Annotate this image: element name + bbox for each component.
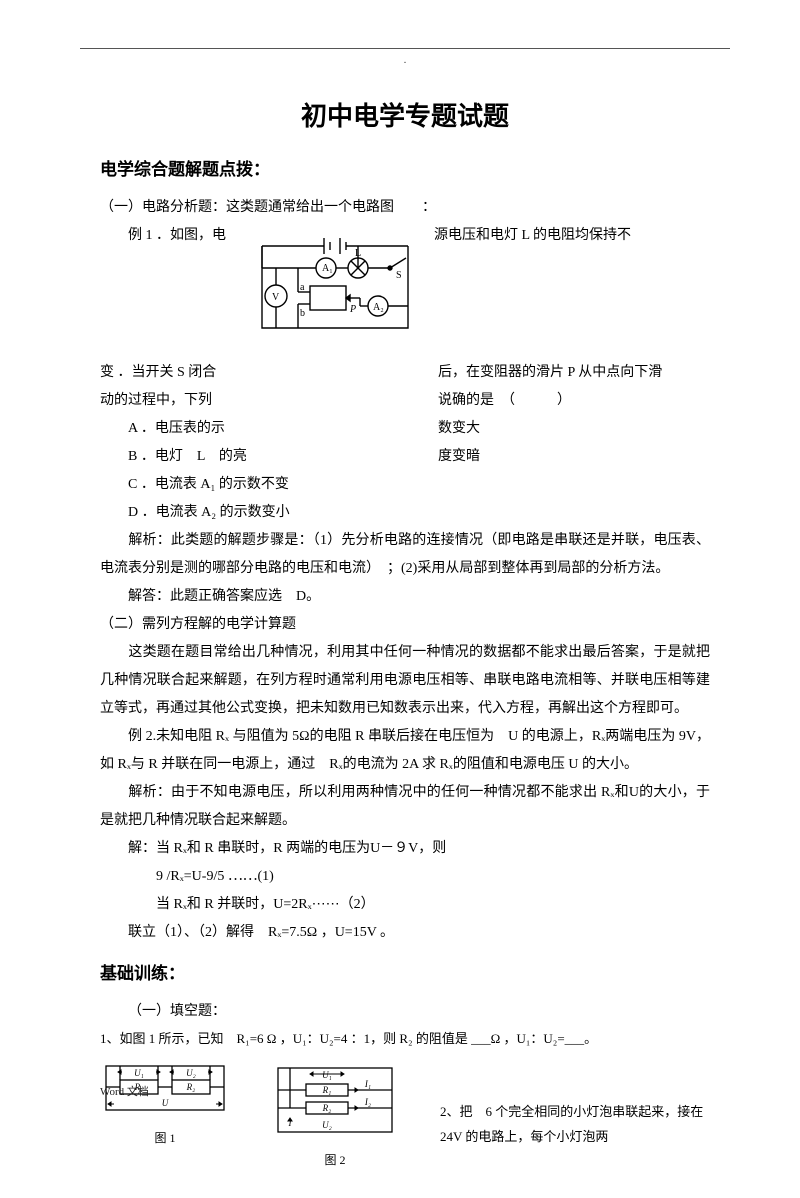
example-1-block: 例 1 ．如图，电 xyxy=(100,222,710,471)
label-p: P xyxy=(349,304,356,315)
question-1: 1、如图 1 所示，已知 R₁=6 Ω ，U₁：U₂=4 ：1，则 R₂ 的阻值… xyxy=(100,1026,710,1052)
para-1: （一）电路分析题：这类题通常给出一个电路图 ： xyxy=(100,194,710,222)
label-s: S xyxy=(396,270,402,281)
ex2-2: 解析：由于不知电源电压，所以利用两种情况中的任何一种情况都不能求出 Rₓ和U的大… xyxy=(100,779,710,835)
ex2-3: 解：当 Rₓ和 R 串联时，R 两端的电压为U－９V，则 xyxy=(100,835,710,863)
footer-text: Word 文档 xyxy=(100,1083,149,1099)
figure-1: U₁ U₂ R₁ R₂ U 图 1 xyxy=(100,1060,230,1146)
label-a: a xyxy=(300,282,305,293)
ex2-5: 当 Rₓ和 R 并联时，U=2Rₓ⋯⋯（2） xyxy=(100,891,710,919)
ex1-l1b: 源电压和电灯 L 的电阻均保持不 xyxy=(434,222,710,359)
page-title: 初中电学专题试题 xyxy=(100,96,710,133)
section-1-title: 电学综合题解题点拨： xyxy=(100,155,710,180)
answer-1: 解答：此题正确答案应选 D。 xyxy=(100,583,710,611)
ex1-l2a: 变 ．当开关 S 闭合 xyxy=(100,359,240,387)
label-a1: A₁ xyxy=(322,263,333,274)
svg-text:U₂: U₂ xyxy=(186,1068,196,1078)
option-d: D ．电流表 A₂ 的示数变小 xyxy=(100,499,710,527)
question-2: 2、把 6 个完全相同的小灯泡串联起来，接在 24V 的电路上，每个小灯泡两 xyxy=(440,1060,710,1149)
svg-text:U₂: U₂ xyxy=(322,1120,332,1130)
ex1-l2b: 后，在变阻器的滑片 P 从中点向下滑 xyxy=(438,359,710,387)
label-a2: A₂ xyxy=(373,302,384,313)
ex1-l4a: A ．电压表的示 xyxy=(100,415,240,443)
svg-text:R₂: R₂ xyxy=(186,1082,196,1092)
section-2-title: 基础训练： xyxy=(100,959,710,984)
svg-text:R₂: R₂ xyxy=(322,1103,332,1113)
ex1-l5b: 度变暗 xyxy=(438,443,710,471)
svg-text:I₂: I₂ xyxy=(364,1097,371,1107)
ex1-l4b: 数变大 xyxy=(438,415,710,443)
svg-text:R₁: R₁ xyxy=(322,1085,332,1095)
header-dot: . xyxy=(100,55,710,66)
para-3: （一）填空题： xyxy=(100,998,710,1026)
ex1-l3a: 动的过程中，下列 xyxy=(100,387,240,415)
fig2-label: 图 2 xyxy=(270,1151,400,1168)
analysis-1: 解析：此类题的解题步骤是：（1）先分析电路的连接情况（即电路是串联还是并联，电压… xyxy=(100,527,710,583)
label-b: b xyxy=(300,308,305,319)
svg-text:U₁: U₁ xyxy=(134,1068,144,1078)
figure-row: U₁ U₂ R₁ R₂ U 图 1 xyxy=(100,1060,710,1168)
para-2-title: （二）需列方程解的电学计算题 xyxy=(100,611,710,639)
svg-text:U₁: U₁ xyxy=(322,1070,332,1080)
ex2-6: 联立（1）、（2）解得 Rₓ=7.5Ω ，U=15V 。 xyxy=(100,919,710,947)
circuit-diagram: A₁ L S V a b P A₂ xyxy=(250,228,420,357)
ex1-l5a: B ．电灯 L 的亮 xyxy=(100,443,270,471)
svg-text:U: U xyxy=(162,1098,169,1108)
svg-text:I₁: I₁ xyxy=(364,1079,371,1089)
figure-2: U₁ R₁ R₂ I₁ I₂ I U₂ 图 2 xyxy=(270,1060,400,1168)
label-v: V xyxy=(272,292,280,303)
ex1-l3b: 说确的是 （ ） xyxy=(438,387,710,415)
ex2-4: 9 /Rₓ=U-9/5 ⋯⋯(1) xyxy=(100,863,710,891)
ex1-l1a: 例 1 ．如图，电 xyxy=(100,222,240,359)
top-rule xyxy=(80,48,730,49)
fig1-label: 图 1 xyxy=(100,1129,230,1146)
ex2-1: 例 2.未知电阻 Rₓ 与阻值为 5Ω的电阻 R 串联后接在电压恒为 U 的电源… xyxy=(100,723,710,779)
option-c: C ．电流表 A₁ 的示数不变 xyxy=(100,471,710,499)
label-l: L xyxy=(355,248,361,259)
para-2-1: 这类题在题目常给出几种情况，利用其中任何一种情况的数据都不能求出最后答案，于是就… xyxy=(100,639,710,723)
